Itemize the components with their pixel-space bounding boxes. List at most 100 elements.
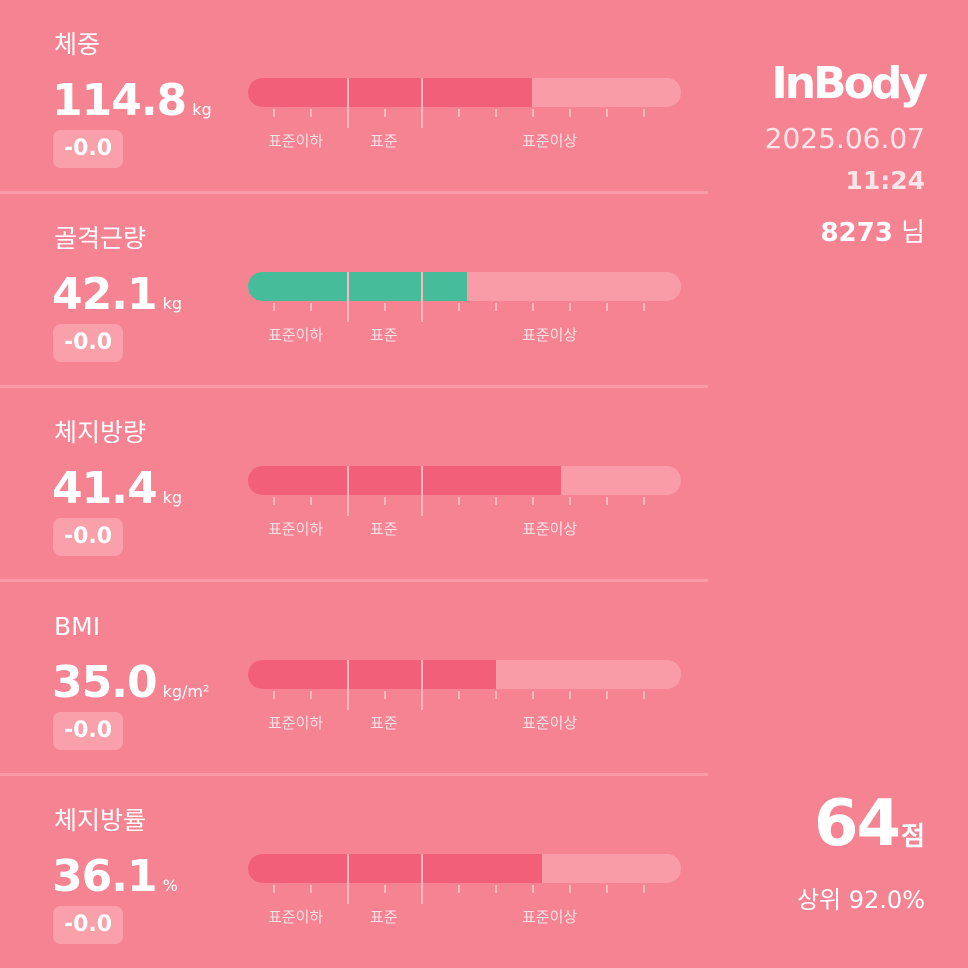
zone-label-below: 표준이하 bbox=[268, 714, 324, 732]
bar-tick bbox=[606, 691, 608, 699]
metric-change-badge: -0.0 bbox=[53, 906, 123, 944]
bar-tick bbox=[384, 109, 386, 117]
score-suffix: 점 bbox=[901, 822, 925, 852]
bar-tick bbox=[569, 691, 571, 699]
bar-tick bbox=[273, 109, 275, 117]
zone-label-normal: 표준 bbox=[370, 908, 398, 926]
bar-fill bbox=[248, 272, 467, 301]
zone-label-below: 표준이하 bbox=[268, 326, 324, 344]
section-divider bbox=[0, 773, 708, 776]
metric-value: 41.4 bbox=[52, 463, 158, 514]
zone-boundary-low bbox=[347, 272, 349, 322]
metric-label: 체지방량 bbox=[54, 418, 147, 447]
metric-value: 36.1 bbox=[52, 851, 158, 902]
metric-label: 골격근량 bbox=[54, 224, 147, 253]
inbody-logo: InBody bbox=[771, 58, 928, 109]
zone-label-below: 표준이하 bbox=[268, 520, 324, 538]
bar-tick bbox=[384, 303, 386, 311]
bar-tick bbox=[606, 303, 608, 311]
zone-label-below: 표준이하 bbox=[268, 908, 324, 926]
bar-tick bbox=[532, 691, 534, 699]
zone-label-above: 표준이상 bbox=[522, 326, 578, 344]
zone-boundary-low bbox=[347, 660, 349, 710]
bar-tick bbox=[273, 691, 275, 699]
metric-change-badge: -0.0 bbox=[53, 130, 123, 168]
metric-value: 42.1 bbox=[52, 269, 158, 320]
bar-tick bbox=[643, 691, 645, 699]
zone-boundary-high bbox=[421, 660, 423, 710]
zone-label-normal: 표준 bbox=[370, 326, 398, 344]
zone-boundary-high bbox=[421, 78, 423, 128]
inbody-score: 64점 bbox=[814, 786, 925, 878]
bar-tick bbox=[458, 303, 460, 311]
zone-label-above: 표준이상 bbox=[522, 520, 578, 538]
bar-tick bbox=[458, 691, 460, 699]
metric-change-badge: -0.0 bbox=[53, 324, 123, 362]
bar-track bbox=[248, 78, 681, 107]
metric-bar: 표준이하 표준 표준이상 bbox=[248, 466, 681, 538]
zone-boundary-low bbox=[347, 854, 349, 904]
metric-value-row: 41.4 kg bbox=[52, 462, 182, 525]
bar-tick bbox=[273, 497, 275, 505]
section-divider bbox=[0, 385, 708, 388]
metric-weight: 체중 114.8 kg -0.0 표준이하 표준 표준이상 bbox=[0, 0, 708, 194]
bar-track bbox=[248, 660, 681, 689]
zone-label-normal: 표준 bbox=[370, 714, 398, 732]
zone-label-above: 표준이상 bbox=[522, 132, 578, 150]
bar-tick bbox=[569, 109, 571, 117]
bar-tick bbox=[569, 885, 571, 893]
measurement-date: 2025.06.07 bbox=[764, 122, 925, 155]
metric-unit: kg bbox=[162, 294, 182, 313]
bar-tick bbox=[532, 497, 534, 505]
score-rank: 상위 92.0% bbox=[796, 886, 925, 914]
zone-label-above: 표준이상 bbox=[522, 908, 578, 926]
section-divider bbox=[0, 191, 708, 194]
bar-track bbox=[248, 466, 681, 495]
metric-skeletal-muscle: 골격근량 42.1 kg -0.0 표준이하 표준 표준이상 bbox=[0, 194, 708, 388]
user-name: 8273 님 bbox=[820, 212, 925, 249]
metric-value-row: 35.0 kg/m² bbox=[52, 656, 209, 719]
bar-tick bbox=[643, 109, 645, 117]
metric-unit: kg bbox=[162, 488, 182, 507]
bar-tick bbox=[384, 885, 386, 893]
metric-value-row: 114.8 kg bbox=[52, 74, 212, 137]
zone-boundary-high bbox=[421, 272, 423, 322]
metric-bar: 표준이하 표준 표준이상 bbox=[248, 660, 681, 732]
bar-tick bbox=[532, 109, 534, 117]
bar-tick bbox=[532, 303, 534, 311]
bar-tick bbox=[495, 691, 497, 699]
bar-fill bbox=[248, 854, 543, 883]
metric-unit: kg/m² bbox=[162, 682, 210, 701]
metric-value-row: 42.1 kg bbox=[52, 268, 182, 331]
metric-bar: 표준이하 표준 표준이상 bbox=[248, 272, 681, 344]
bar-tick bbox=[606, 109, 608, 117]
zone-label-above: 표준이상 bbox=[522, 714, 578, 732]
bar-tick bbox=[532, 885, 534, 893]
metric-unit: kg bbox=[192, 100, 212, 119]
zone-boundary-low bbox=[347, 466, 349, 516]
bar-tick bbox=[310, 885, 312, 893]
bar-tick bbox=[310, 303, 312, 311]
bar-tick bbox=[458, 497, 460, 505]
zone-label-normal: 표준 bbox=[370, 132, 398, 150]
bar-tick bbox=[384, 691, 386, 699]
bar-tick bbox=[643, 885, 645, 893]
bar-tick bbox=[569, 497, 571, 505]
bar-tick bbox=[458, 885, 460, 893]
bar-track bbox=[248, 272, 681, 301]
bar-tick bbox=[495, 497, 497, 505]
bar-tick bbox=[458, 109, 460, 117]
metric-value-row: 36.1% bbox=[52, 850, 178, 913]
bar-tick bbox=[495, 303, 497, 311]
section-divider bbox=[0, 579, 708, 582]
score-value: 64 bbox=[814, 787, 901, 861]
metric-label: 체지방률 bbox=[54, 806, 147, 835]
metric-change-badge: -0.0 bbox=[53, 712, 123, 750]
bar-tick bbox=[384, 497, 386, 505]
bar-tick bbox=[495, 885, 497, 893]
bar-tick bbox=[310, 109, 312, 117]
bar-fill bbox=[248, 466, 561, 495]
bar-tick bbox=[606, 497, 608, 505]
zone-label-normal: 표준 bbox=[370, 520, 398, 538]
